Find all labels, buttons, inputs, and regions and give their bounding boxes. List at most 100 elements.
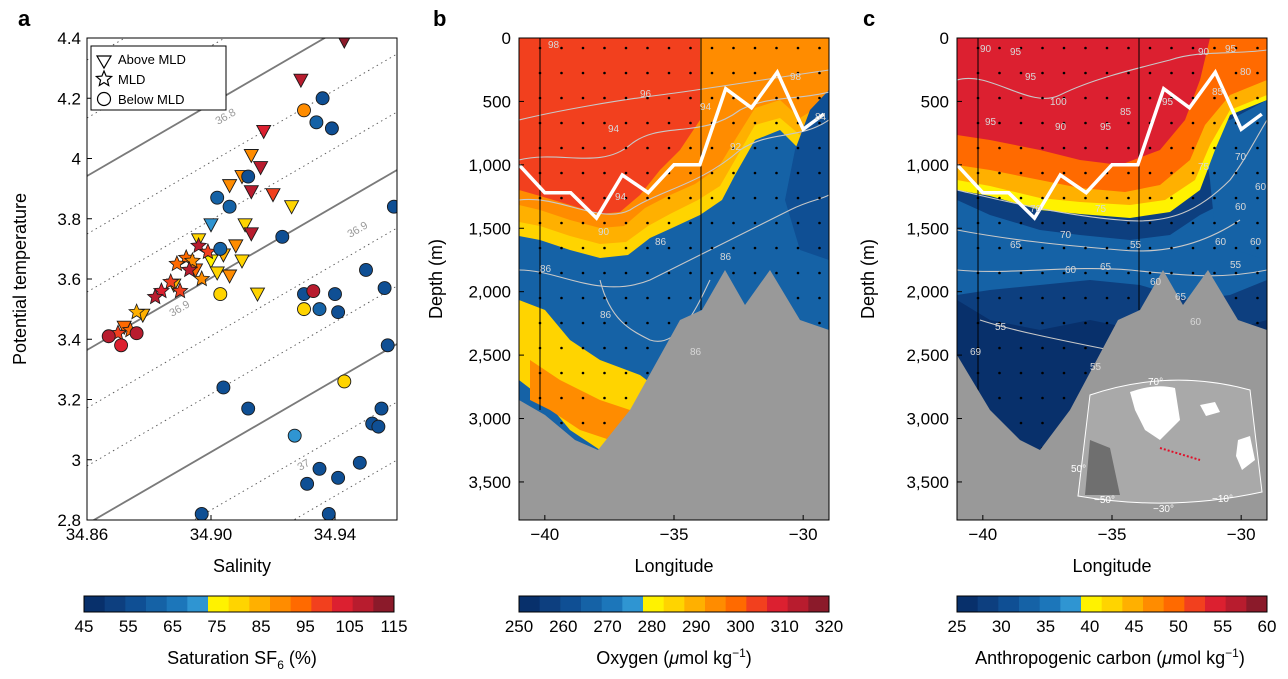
- station-sample-dot: [624, 246, 628, 250]
- y-tick-label: 500: [921, 92, 949, 111]
- station-sample-dot: [1062, 146, 1066, 150]
- above-mld-point: [237, 218, 253, 233]
- station-sample-dot: [732, 121, 735, 125]
- colorbar-segment: [663, 596, 685, 612]
- colorbar-c-label: Anthropogenic carbon (μmol kg−1): [975, 646, 1245, 668]
- station-sample-dot: [603, 121, 606, 125]
- contour-label: 60: [1215, 237, 1227, 248]
- station-sample-dot: [732, 246, 735, 250]
- inset-lon-30: −30°: [1153, 504, 1174, 515]
- contour-label: 96: [640, 89, 652, 100]
- station-sample-dot: [689, 221, 692, 225]
- station-sample-dot: [560, 196, 563, 200]
- station-sample-dot: [689, 296, 692, 300]
- station-sample-dot: [560, 221, 563, 225]
- station-sample-dot: [1213, 271, 1216, 275]
- station-sample-dot: [1234, 96, 1238, 100]
- colorbar-carbon: 25 30 35 40 45 50 55 60: [948, 595, 1277, 636]
- contour-label: 90: [1198, 47, 1210, 58]
- station-sample-dot: [1084, 171, 1087, 175]
- below-mld-point: [380, 338, 395, 353]
- above-mld-point: [243, 227, 260, 242]
- station-sample-dot: [998, 96, 1001, 100]
- panel-a-label: a: [18, 6, 31, 31]
- colorbar-tick-label: 60: [1258, 617, 1277, 636]
- colorbar-tick-label: 310: [771, 617, 799, 636]
- y-tick-label: 0: [940, 29, 949, 48]
- station-sample-dot: [1062, 196, 1066, 200]
- colorbar-segment: [539, 596, 561, 612]
- y-tick-label: 0: [502, 29, 511, 48]
- contour-label: 70: [1060, 230, 1072, 241]
- contour-label: 100: [1050, 97, 1067, 108]
- x-tick-label: −30: [789, 525, 818, 544]
- station-sample-dot: [1127, 96, 1130, 100]
- station-sample-dot: [1041, 46, 1044, 50]
- panel-c-ticks: −40 −35 −30 0 500 1,000 1,500 2,000 2,500 3,000 3,…: [906, 29, 1255, 544]
- station-sample-dot: [603, 96, 606, 100]
- below-mld-point: [359, 263, 373, 277]
- station-sample-dot: [998, 46, 1001, 50]
- station-sample-dot: [1041, 346, 1044, 350]
- station-sample-dot: [1191, 146, 1195, 150]
- panel-b-ticks: −40 −35 −30 0 500 1,000 1,500 2,000 2,500 3,000 3,…: [468, 29, 817, 544]
- station-sample-dot: [1127, 221, 1130, 225]
- station-sample-dot: [1019, 121, 1023, 125]
- isopycnal-line: [87, 38, 327, 177]
- station-sample-dot: [646, 96, 649, 100]
- below-mld-point: [213, 287, 228, 302]
- below-mld-point: [321, 507, 336, 520]
- station-sample-dot: [1127, 271, 1130, 275]
- station-sample-dot: [603, 296, 606, 300]
- colorbar-segment: [1143, 596, 1165, 612]
- station-sample-dot: [1019, 271, 1023, 275]
- station-sample-dot: [624, 46, 628, 50]
- contour-label: 95: [985, 117, 997, 128]
- station-sample-dot: [1127, 71, 1130, 75]
- station-sample-dot: [818, 121, 821, 125]
- station-sample-dot: [667, 246, 671, 250]
- station-sample-dot: [689, 196, 692, 200]
- station-sample-dot: [1019, 371, 1023, 375]
- colorbar-segment: [1184, 596, 1206, 612]
- colorbar-segment: [998, 596, 1020, 612]
- carbon-section: 90 95 95 95 100 90 95 85 95 90 95 80 85 75 70 65 60 55 65 6…: [957, 38, 1267, 520]
- colorbar-segment: [1081, 596, 1103, 612]
- station-sample-dot: [560, 421, 563, 425]
- y-tick-label: 3: [72, 451, 81, 470]
- contour-label: 86: [720, 252, 732, 263]
- station-sample-dot: [624, 171, 628, 175]
- station-sample-dot: [775, 146, 778, 150]
- station-sample-dot: [1019, 346, 1023, 350]
- contour-label: 60: [1235, 202, 1247, 213]
- y-tick-label: 3.8: [57, 210, 81, 229]
- colorbar-tick-label: 55: [119, 617, 138, 636]
- station-sample-dot: [818, 221, 821, 225]
- station-sample-dot: [1041, 196, 1044, 200]
- station-sample-dot: [998, 321, 1001, 325]
- station-sample-dot: [1019, 246, 1023, 250]
- station-sample-dot: [1256, 246, 1259, 250]
- station-sample-dot: [998, 296, 1001, 300]
- x-tick-label: 34.90: [190, 525, 233, 544]
- station-sample-dot: [1019, 196, 1023, 200]
- colorbar-tick-label: 270: [593, 617, 621, 636]
- inset-lon-10: −10°: [1212, 494, 1233, 505]
- below-mld-point: [306, 284, 321, 298]
- station-sample-dot: [775, 121, 778, 125]
- below-mld-point: [309, 115, 324, 130]
- station-sample-dot: [581, 96, 585, 100]
- inset-lat-70: 70°: [1148, 377, 1163, 388]
- station-sample-dot: [1170, 196, 1173, 200]
- above-mld-point: [252, 161, 269, 176]
- colorbar-segment: [1246, 596, 1268, 612]
- station-sample-dot: [710, 271, 714, 275]
- station-sample-dot: [1019, 96, 1023, 100]
- colorbar-segment: [957, 596, 979, 612]
- station-sample-dot: [1256, 171, 1259, 175]
- station-sample-dot: [1148, 46, 1152, 50]
- above-mld-point: [221, 269, 238, 284]
- station-sample-dot: [581, 196, 585, 200]
- station-sample-dot: [998, 71, 1001, 75]
- mld-point: [189, 236, 208, 254]
